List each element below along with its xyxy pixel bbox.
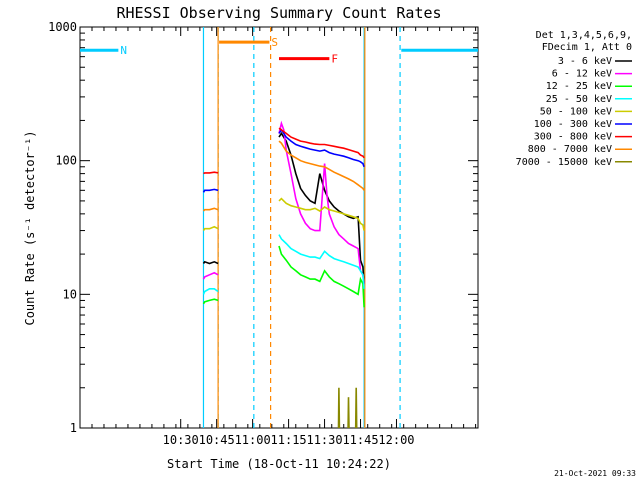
series-line — [347, 397, 350, 429]
series-line — [202, 207, 219, 212]
legend-label: 300 - 800 keV — [534, 132, 612, 143]
series-line — [202, 287, 219, 295]
plot-frame — [79, 26, 479, 429]
legend-header-line-2: FDecim 1, Att 0 — [542, 42, 632, 53]
legend-label: 12 - 25 keV — [546, 81, 612, 92]
x-tick-label: 11:45 — [342, 433, 378, 447]
series-line — [337, 387, 341, 429]
y-tick-label: 10 — [63, 287, 77, 301]
series-line — [203, 171, 219, 175]
flag-label: F — [331, 53, 338, 66]
series-line — [354, 387, 358, 429]
series-line — [278, 128, 365, 168]
y-axis-label: Count Rate (s⁻¹ detector⁻¹) — [23, 130, 37, 325]
legend-header-line-1: Det 1,3,4,5,6,9, — [536, 30, 632, 41]
flag-label: S — [271, 36, 278, 49]
x-tick-label: 12:00 — [378, 433, 414, 447]
x-axis-label: Start Time (18-Oct-11 10:24:22) — [167, 457, 391, 471]
x-tick-label: 10:45 — [199, 433, 235, 447]
footer-date: 21-Oct-2021 09:33 — [554, 469, 636, 478]
legend-label: 100 - 300 keV — [534, 119, 612, 130]
series-line — [202, 298, 219, 305]
legend-label: 3 - 6 keV — [558, 56, 612, 67]
series-line — [202, 271, 219, 280]
legend-label: 7000 - 15000 keV — [516, 157, 612, 168]
series-line — [202, 260, 219, 265]
series-line — [278, 120, 365, 284]
legend-label: 25 - 50 keV — [546, 94, 612, 105]
series-line — [278, 245, 365, 308]
legend-label: 6 - 12 keV — [552, 69, 612, 80]
series-line — [202, 225, 219, 232]
x-tick-label: 11:00 — [235, 433, 271, 447]
x-tick-label: 11:15 — [271, 433, 307, 447]
chart-title: RHESSI Observing Summary Count Rates — [116, 4, 441, 22]
flag-label: N — [120, 44, 127, 57]
y-tick-label: 100 — [55, 154, 77, 168]
legend-label: 50 - 100 keV — [540, 106, 612, 117]
series-line — [278, 127, 365, 159]
series-line — [202, 188, 219, 193]
series-line — [278, 234, 365, 289]
series-line — [278, 140, 365, 191]
x-tick-label: 11:30 — [306, 433, 342, 447]
legend-label: 800 - 7000 keV — [528, 144, 612, 155]
plot-area: 1 10 100 1000 10:30 10:45 11:00 11:15 11:30 11:45… — [48, 20, 479, 447]
y-tick-label: 1 — [70, 421, 77, 435]
y-tick-label: 1000 — [48, 20, 77, 34]
series-line — [278, 197, 365, 231]
x-tick-label: 10:30 — [163, 433, 199, 447]
